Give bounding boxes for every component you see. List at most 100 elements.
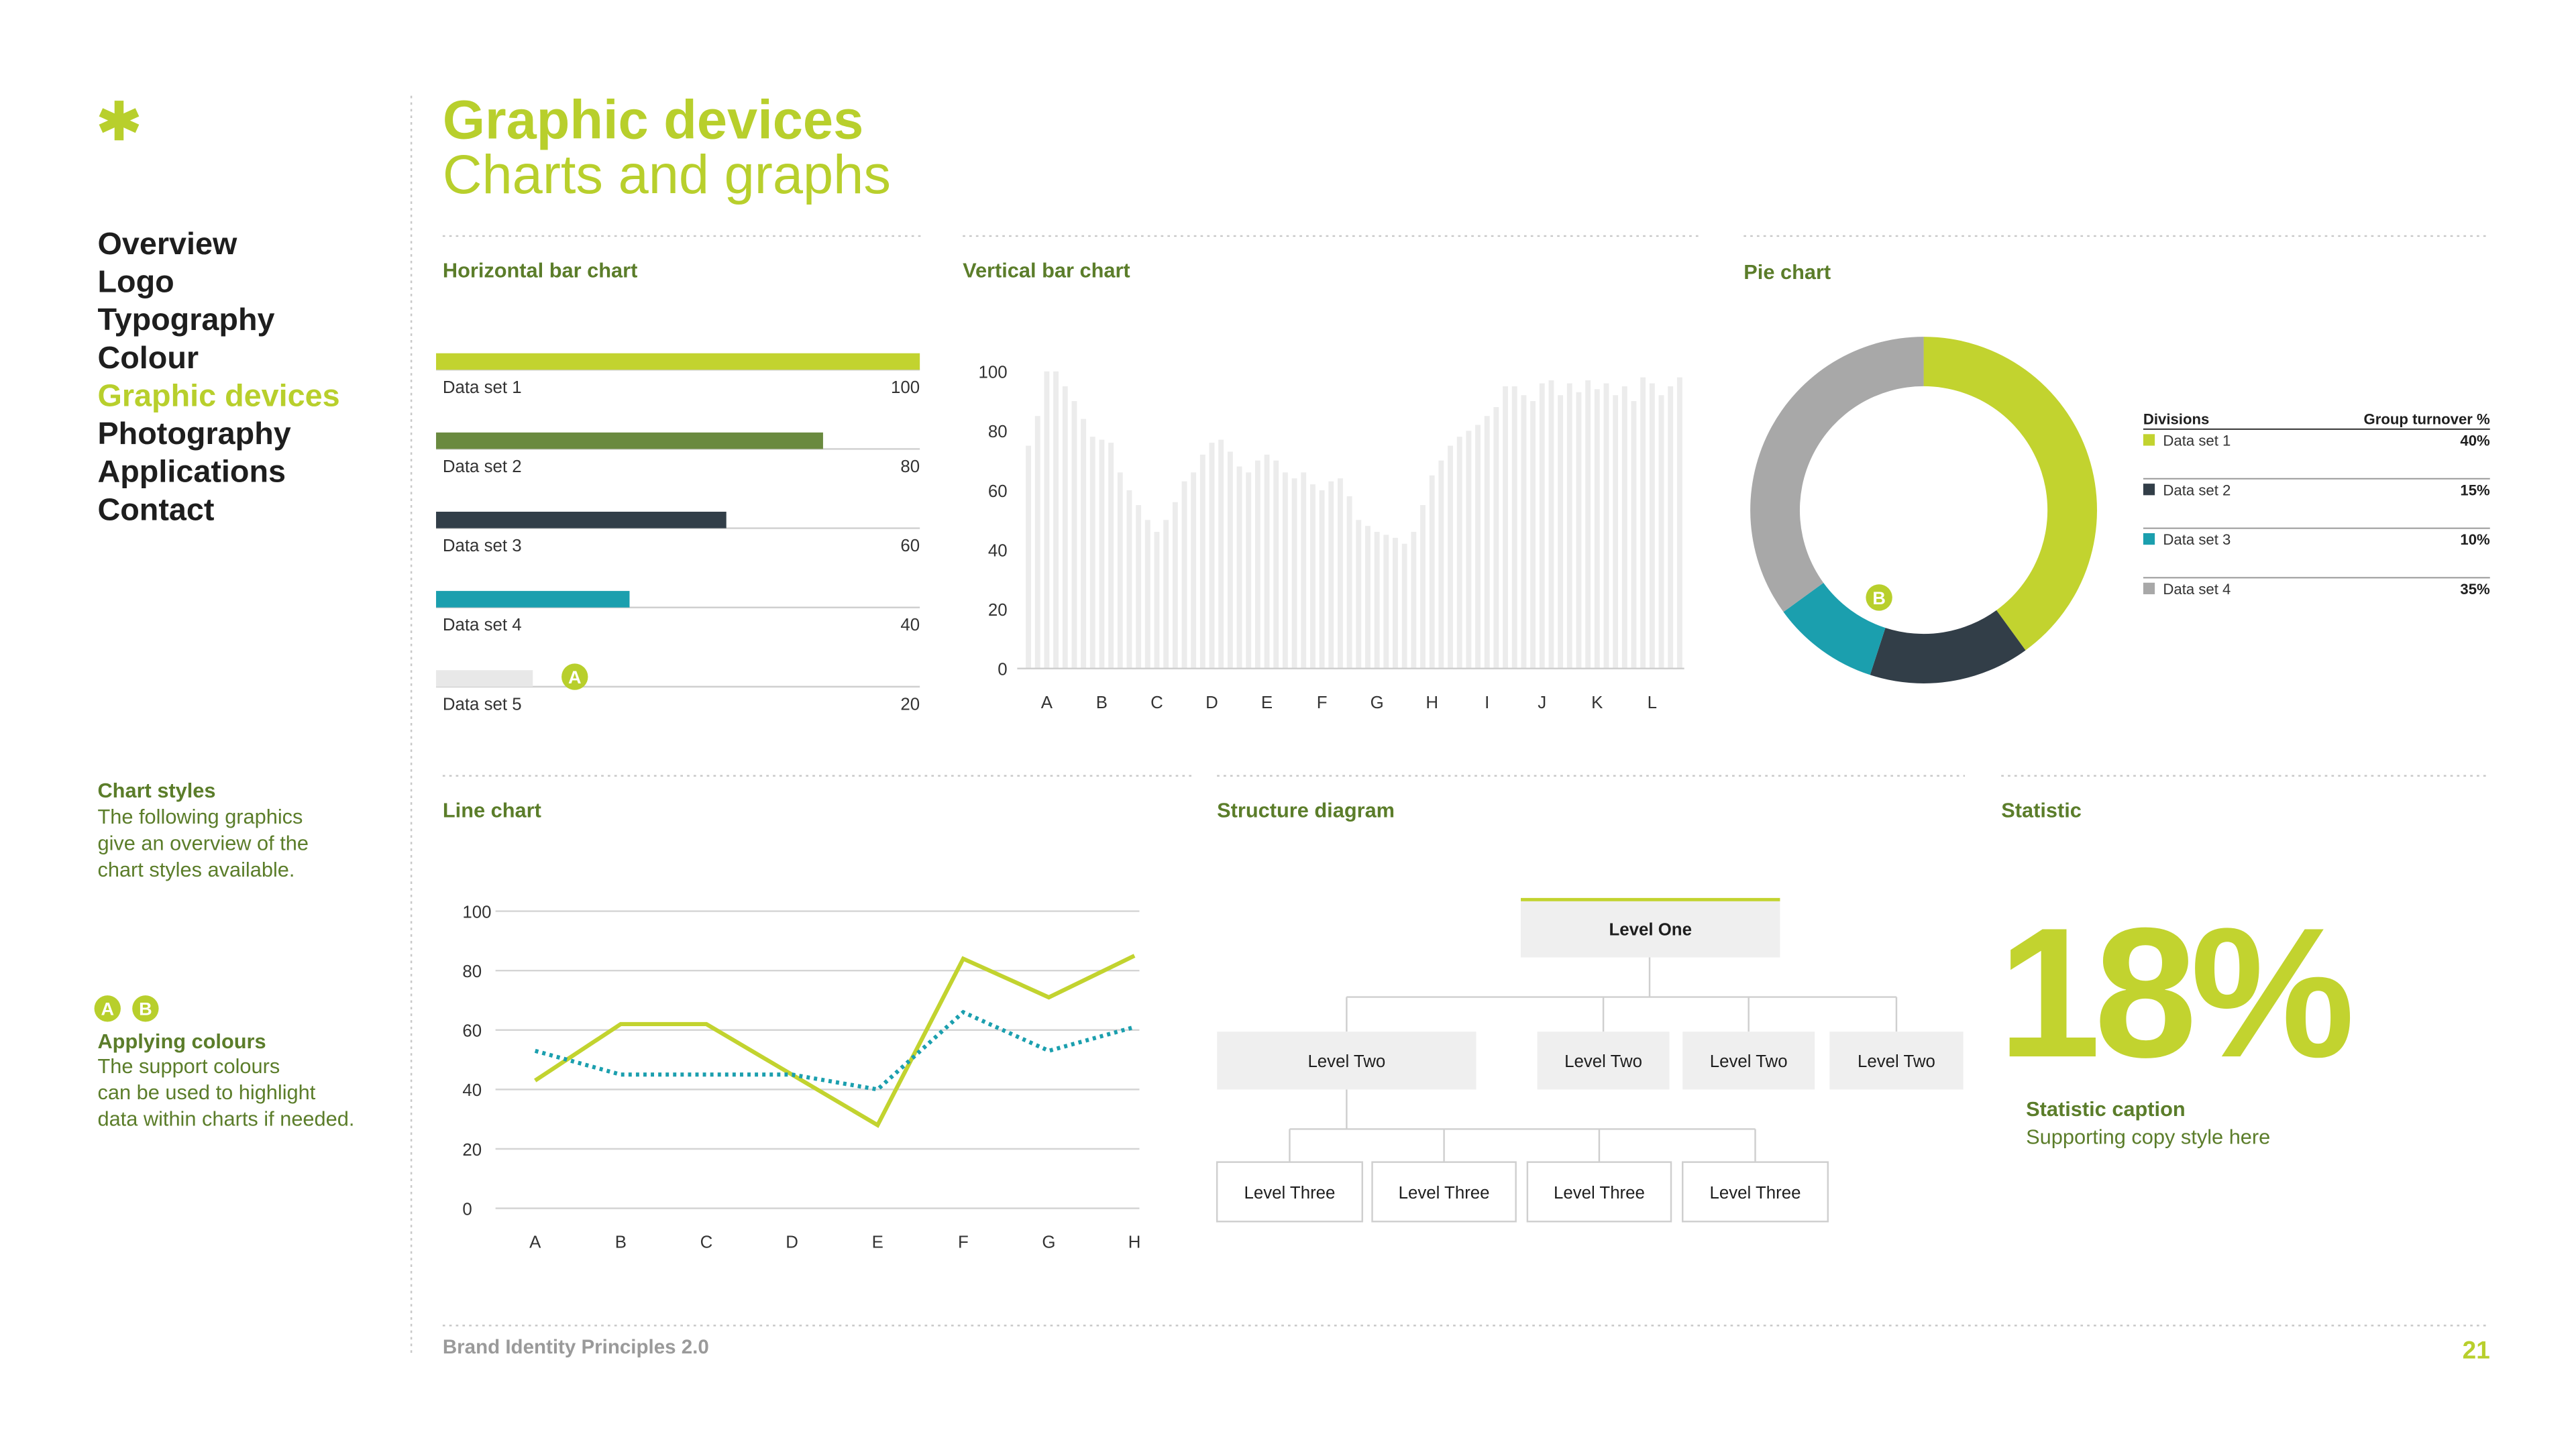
bar — [1456, 437, 1462, 669]
org-box-label: Level Two — [1307, 1052, 1385, 1071]
bar — [1576, 392, 1582, 669]
bar — [1374, 531, 1380, 669]
nav-item: Overview — [97, 226, 237, 261]
x-tick-label: J — [1538, 693, 1546, 712]
org-box-label: Level Three — [1399, 1184, 1490, 1203]
y-tick-label: 60 — [988, 482, 1008, 501]
org-box — [1216, 1161, 1363, 1223]
highlight-marker — [132, 995, 159, 1022]
x-tick-label: A — [1041, 693, 1053, 712]
bar — [1154, 531, 1160, 669]
bar — [1429, 475, 1435, 669]
section-title: Horizontal bar chart — [443, 258, 637, 282]
nav-item: Colour — [97, 340, 199, 375]
bar — [1053, 371, 1059, 669]
applying-text: data within charts if needed. — [97, 1107, 354, 1131]
page-number: 21 — [2463, 1337, 2490, 1364]
org-box — [1371, 1161, 1517, 1223]
org-box — [1681, 1161, 1829, 1223]
bar — [1044, 371, 1050, 669]
x-tick-label: E — [872, 1233, 883, 1252]
bar — [1621, 386, 1627, 669]
legend-value: 40% — [2460, 433, 2490, 449]
bar — [1393, 537, 1398, 669]
bar — [1484, 416, 1490, 669]
bar — [1530, 401, 1536, 669]
bar-value: 80 — [900, 457, 920, 476]
x-tick-label: D — [786, 1233, 798, 1252]
bar-label: Data set 5 — [443, 695, 522, 714]
bar — [1438, 460, 1444, 669]
x-tick-label: C — [1150, 693, 1163, 712]
org-box — [1217, 1032, 1477, 1090]
y-tick-label: 100 — [979, 364, 1008, 382]
nav-item: Contact — [97, 492, 214, 526]
highlight-marker — [94, 995, 121, 1022]
nav-item: Applications — [97, 454, 286, 489]
bar — [436, 511, 727, 529]
bar — [1254, 460, 1260, 669]
nav-item: Logo — [97, 264, 174, 299]
section-title: Statistic — [2001, 798, 2082, 822]
bar — [1676, 377, 1682, 669]
y-tick-label: 80 — [462, 962, 482, 981]
x-tick-label: F — [958, 1233, 969, 1252]
org-box-label: Level Two — [1858, 1052, 1935, 1071]
x-tick-label: I — [1485, 693, 1489, 712]
bar — [1071, 401, 1077, 669]
bar — [1566, 383, 1572, 669]
bar — [1448, 445, 1453, 669]
legend-value: 35% — [2460, 581, 2490, 598]
nav-item: Typography — [97, 302, 274, 337]
legend-label: Data set 2 — [2163, 482, 2231, 498]
page-title: Graphic devices — [443, 90, 863, 151]
bar — [1346, 496, 1352, 669]
bar — [436, 670, 533, 687]
applying-text: The support colours — [97, 1054, 280, 1078]
bar — [1493, 406, 1499, 669]
bar — [1668, 386, 1674, 669]
bar — [1539, 383, 1545, 669]
bar — [1227, 451, 1233, 669]
legend-header: Group turnover % — [2364, 411, 2491, 428]
bar — [1264, 454, 1270, 669]
bar — [1246, 472, 1252, 669]
legend-value: 15% — [2460, 482, 2490, 498]
pie-slice — [1923, 337, 2097, 651]
x-tick-label: G — [1042, 1233, 1055, 1252]
y-tick-label: 40 — [988, 541, 1008, 560]
legend-label: Data set 3 — [2163, 531, 2231, 548]
page-subtitle: Charts and graphs — [443, 144, 891, 205]
bar — [1026, 445, 1031, 669]
legend-label: Data set 1 — [2163, 433, 2231, 449]
bar — [1199, 454, 1205, 669]
statistic-figure: 18% — [1998, 889, 2352, 1096]
bar — [1319, 490, 1325, 669]
pie-slice — [1750, 337, 1924, 612]
bar — [1466, 431, 1472, 669]
statistic-copy: Supporting copy style here — [2026, 1125, 2270, 1149]
bar — [1383, 535, 1389, 669]
bar-label: Data set 1 — [443, 378, 522, 397]
pie-slice — [1870, 610, 2026, 683]
bar-value: 100 — [891, 378, 920, 397]
bar — [1401, 543, 1407, 669]
bar — [1365, 526, 1371, 669]
x-tick-label: C — [700, 1233, 713, 1252]
bar — [1511, 386, 1517, 669]
y-tick-label: 0 — [998, 661, 1007, 679]
bar-label: Data set 4 — [443, 616, 522, 634]
highlight-marker-label: A — [568, 667, 582, 687]
logo-asterisk — [99, 101, 140, 141]
bar — [1236, 466, 1242, 669]
legend-label: Data set 4 — [2163, 581, 2231, 598]
bar — [1062, 386, 1068, 669]
bar-label: Data set 2 — [443, 457, 522, 476]
org-box — [1537, 1032, 1670, 1090]
x-tick-label: H — [1426, 693, 1438, 712]
y-tick-label: 20 — [462, 1141, 482, 1160]
legend-swatch — [2143, 434, 2155, 446]
